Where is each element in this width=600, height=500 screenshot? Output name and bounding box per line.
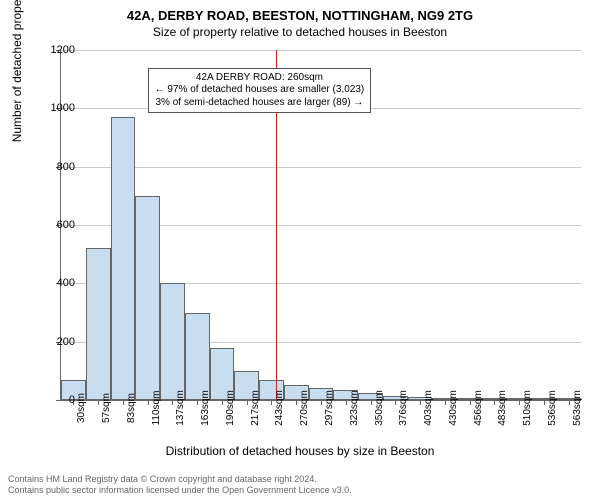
y-tick-label: 1200 <box>35 44 75 56</box>
x-tick-label: 297sqm <box>324 390 335 426</box>
x-tick-label: 30sqm <box>76 393 87 423</box>
chart-title: 42A, DERBY ROAD, BEESTON, NOTTINGHAM, NG… <box>0 0 600 23</box>
x-tick <box>271 400 272 405</box>
y-tick-label: 1000 <box>35 102 75 114</box>
x-tick-label: 350sqm <box>374 390 385 426</box>
footer-line-1: Contains HM Land Registry data © Crown c… <box>8 474 352 485</box>
x-tick-label: 563sqm <box>572 390 583 426</box>
x-tick <box>371 400 372 405</box>
x-tick-label: 536sqm <box>547 390 558 426</box>
x-tick-label: 403sqm <box>423 390 434 426</box>
footer-attribution: Contains HM Land Registry data © Crown c… <box>8 474 352 496</box>
x-tick <box>420 400 421 405</box>
annotation-line-2: ← 97% of detached houses are smaller (3,… <box>155 84 365 97</box>
x-tick <box>148 400 149 405</box>
y-tick-label: 0 <box>35 394 75 406</box>
x-tick <box>172 400 173 405</box>
x-tick <box>222 400 223 405</box>
annotation-line-1: 42A DERBY ROAD: 260sqm <box>155 72 365 85</box>
y-tick-label: 400 <box>35 277 75 289</box>
x-tick-label: 243sqm <box>274 390 285 426</box>
x-tick-label: 270sqm <box>299 390 310 426</box>
x-tick <box>519 400 520 405</box>
x-tick-label: 190sqm <box>225 390 236 426</box>
x-tick-label: 430sqm <box>448 390 459 426</box>
grid-line <box>61 167 581 168</box>
x-tick <box>296 400 297 405</box>
x-tick <box>544 400 545 405</box>
x-tick-label: 137sqm <box>175 390 186 426</box>
x-tick <box>470 400 471 405</box>
x-tick <box>445 400 446 405</box>
x-axis-label: Distribution of detached houses by size … <box>0 444 600 458</box>
x-tick <box>247 400 248 405</box>
x-tick <box>123 400 124 405</box>
histogram-bar <box>86 248 111 400</box>
grid-line <box>61 50 581 51</box>
annotation-line-3: 3% of semi-detached houses are larger (8… <box>155 97 365 110</box>
annotation-box: 42A DERBY ROAD: 260sqm← 97% of detached … <box>148 68 372 114</box>
x-tick <box>395 400 396 405</box>
x-tick <box>346 400 347 405</box>
chart-subtitle: Size of property relative to detached ho… <box>0 25 600 39</box>
y-tick-label: 600 <box>35 219 75 231</box>
x-tick-label: 110sqm <box>151 391 162 426</box>
histogram-bar <box>111 117 136 400</box>
y-axis-label: Number of detached properties <box>10 0 24 142</box>
x-tick-label: 83sqm <box>126 393 137 423</box>
y-tick-label: 200 <box>35 336 75 348</box>
x-tick <box>569 400 570 405</box>
histogram-bar <box>135 196 160 400</box>
x-tick-label: 57sqm <box>101 393 112 423</box>
x-tick-label: 510sqm <box>522 390 533 426</box>
chart-plot-area: 42A DERBY ROAD: 260sqm← 97% of detached … <box>60 50 581 401</box>
x-tick <box>197 400 198 405</box>
x-tick <box>98 400 99 405</box>
histogram-bar <box>185 313 210 401</box>
histogram-bar <box>160 283 185 400</box>
x-tick-label: 376sqm <box>398 390 409 426</box>
x-tick-label: 217sqm <box>250 390 261 426</box>
x-tick <box>494 400 495 405</box>
x-tick-label: 456sqm <box>473 390 484 426</box>
x-tick-label: 163sqm <box>200 390 211 426</box>
chart-container: 42A, DERBY ROAD, BEESTON, NOTTINGHAM, NG… <box>0 0 600 500</box>
y-tick-label: 800 <box>35 161 75 173</box>
x-tick <box>321 400 322 405</box>
x-tick-label: 323sqm <box>349 390 360 426</box>
footer-line-2: Contains public sector information licen… <box>8 485 352 496</box>
x-tick-label: 483sqm <box>497 390 508 426</box>
